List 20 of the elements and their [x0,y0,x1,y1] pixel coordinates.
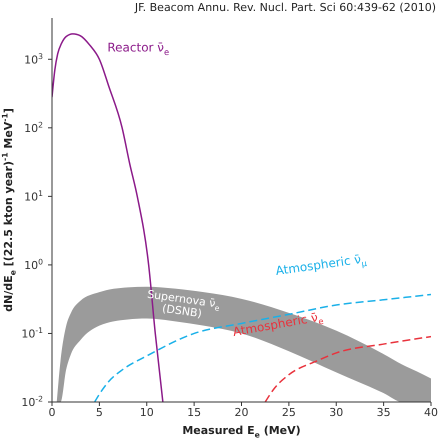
x-tick-label: 15 [187,406,202,419]
x-tick-label: 10 [140,406,154,419]
x-tick-label: 40 [424,406,438,419]
x-tick-label: 25 [282,406,296,419]
x-tick-label: 0 [48,406,56,419]
text: JF. Beacom Annu. Rev. Nucl. Part. Sci 60:439-62 (2010) [134,1,436,14]
y-tick-label: 10$^{3}$ [24,52,44,66]
y-tick-label: 10$^{0}$ [24,258,44,272]
x-tick-label: 20 [234,406,248,419]
x-axis-title: Measured E$_{e}$ (MeV) [182,424,301,438]
x-tick-label: 5 [96,406,103,419]
text: Supernova ν̄$_{e}$ (DSNB) [146,288,220,320]
y-tick-label: 10$^{-2}$ [21,394,44,409]
line-series [264,336,431,402]
x-tick-label: 30 [329,406,344,419]
series-label: Reactor ν̄$_{e}$ [107,40,170,57]
y-tick-label: 10$^{1}$ [24,188,44,204]
y-tick-label: 10$^{2}$ [24,120,44,135]
y-tick-label: 10$^{-1}$ [21,326,44,340]
x-tick-label: 35 [376,406,391,419]
